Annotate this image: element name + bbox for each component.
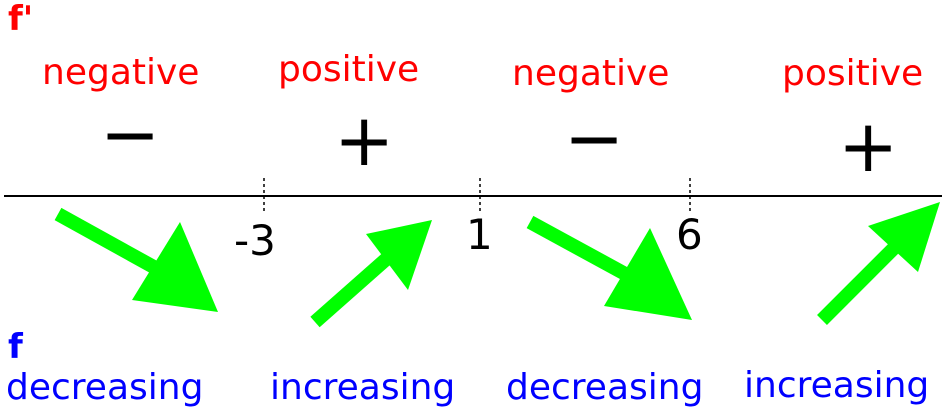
critical-point-label-1: -3 (234, 216, 276, 265)
behavior-label-2: increasing (270, 367, 456, 408)
down-arrow-icon (526, 215, 692, 320)
sign-word-2: positive (278, 49, 420, 90)
sign-word-1: negative (42, 52, 200, 93)
sign-word-3: negative (512, 53, 670, 94)
plus-sign-icon: + (838, 104, 899, 188)
critical-point-label-2: 1 (466, 210, 493, 259)
minus-sign-icon: − (100, 92, 161, 176)
down-arrow-icon (54, 207, 218, 312)
critical-point-label-3: 6 (676, 210, 703, 259)
f-prime-label: f' (8, 0, 34, 39)
up-arrow-icon (310, 220, 432, 328)
behavior-label-1: decreasing (6, 367, 204, 408)
minus-sign-icon: − (564, 96, 625, 180)
plus-sign-icon: + (334, 98, 395, 182)
sign-word-4: positive (782, 53, 924, 94)
up-arrow-icon (817, 202, 940, 325)
behavior-label-4: increasing (744, 365, 930, 406)
f-label: f (8, 327, 23, 367)
behavior-label-3: decreasing (506, 367, 704, 408)
